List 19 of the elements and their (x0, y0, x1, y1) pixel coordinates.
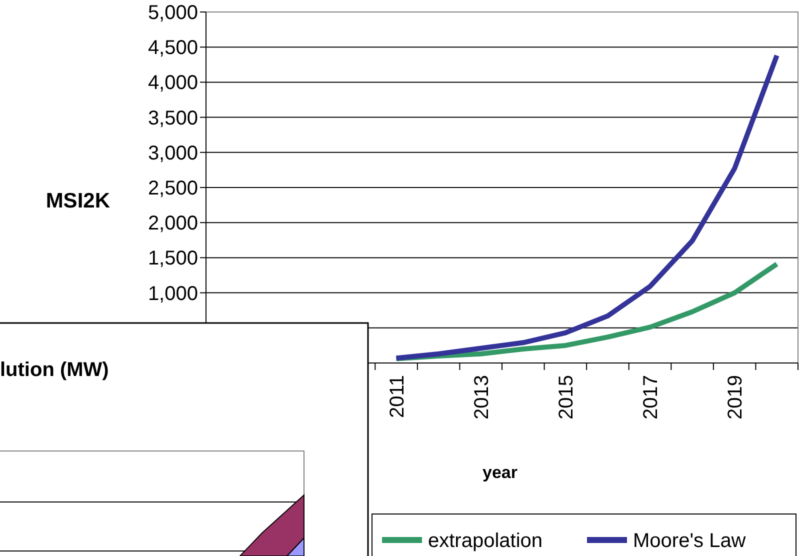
y-tick-label: 2,500 (148, 178, 198, 200)
y-tick-label: 4,500 (148, 37, 198, 60)
x-axis-title: year (482, 462, 518, 482)
y-tick-label: 4,000 (148, 72, 198, 94)
x-tick-label: 2011 (386, 375, 408, 418)
y-tick-label: 1,500 (148, 248, 198, 270)
legend-label: extrapolation (428, 530, 543, 552)
x-tick-label: 2017 (640, 375, 662, 420)
x-tick-label: 2019 (724, 375, 747, 420)
y-tick-label: 2,000 (148, 212, 198, 235)
x-tick-label: 2013 (470, 375, 493, 420)
y-tick-label: 3,000 (148, 142, 198, 164)
y-axis-title: MSI2K (46, 189, 110, 212)
y-tick-label: 1,000 (148, 282, 198, 305)
legend-label: Moore's Law (633, 530, 746, 552)
y-tick-label: 5,000 (148, 2, 198, 24)
text: lution (MW) (0, 359, 109, 381)
y-tick-label: 3,500 (148, 107, 198, 130)
x-tick-label: 2015 (555, 375, 578, 420)
